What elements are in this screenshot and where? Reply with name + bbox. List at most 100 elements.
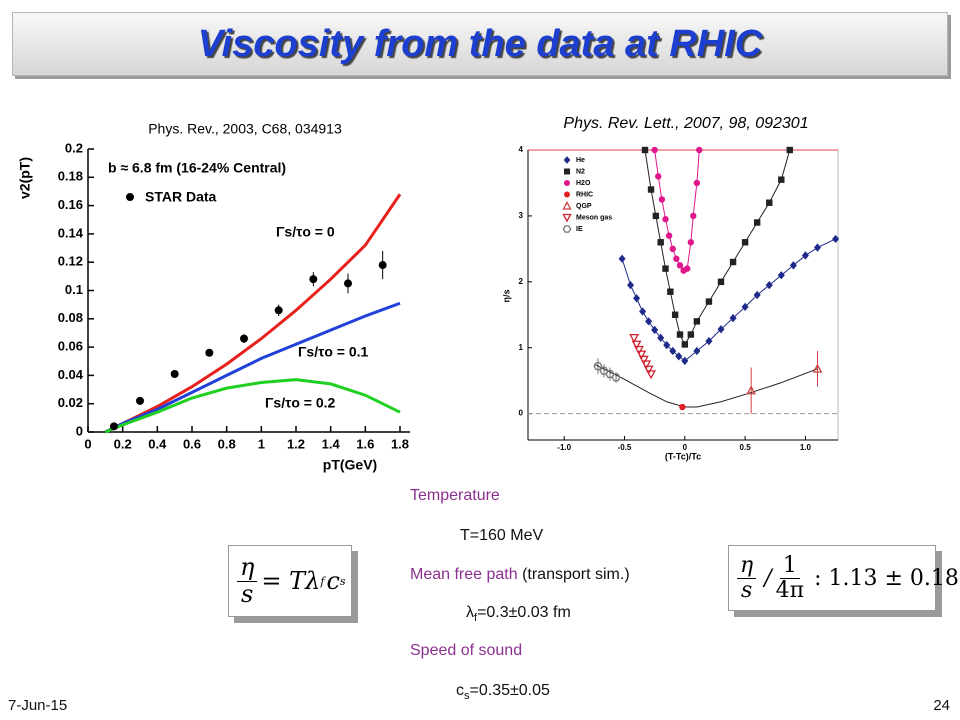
marker	[693, 318, 701, 325]
y-tick-label: 0.2	[65, 140, 83, 155]
marker	[378, 261, 387, 270]
y-tick-label: 0.14	[58, 225, 84, 240]
marker	[631, 340, 642, 350]
y-tick-label: 0.18	[58, 169, 83, 184]
marker	[684, 265, 691, 272]
marker	[729, 258, 737, 266]
y-tick-label: 0.16	[58, 197, 83, 212]
marker	[110, 422, 118, 431]
x-tick-label: 1.2	[287, 436, 305, 451]
series-line	[104, 378, 401, 434]
marker	[662, 216, 669, 223]
footer-date: 7-Jun-15	[8, 697, 68, 714]
marker	[563, 156, 571, 164]
x-tick-label: 0.2	[114, 436, 132, 451]
marker	[667, 288, 674, 295]
marker	[729, 313, 737, 323]
legend-label: H2O	[576, 180, 591, 187]
marker	[753, 219, 761, 226]
marker	[629, 333, 640, 344]
marker	[786, 146, 793, 154]
y-tick-label: 0.04	[58, 367, 84, 382]
marker	[789, 261, 797, 270]
marker	[717, 278, 725, 286]
x-axis-label: pT(GeV)	[323, 457, 377, 473]
rhs: = Tλ	[261, 567, 321, 595]
x-tick-label: 1.4	[322, 436, 341, 451]
marker	[753, 290, 761, 300]
x-tick-label: 1.6	[356, 436, 374, 451]
marker	[766, 199, 773, 206]
marker	[671, 311, 679, 318]
x-axis-label: (T-Tc)/Tc	[665, 451, 701, 461]
title-banner	[12, 12, 948, 76]
marker	[647, 186, 655, 193]
series-line	[594, 363, 818, 408]
marker	[651, 146, 658, 154]
marker	[717, 325, 725, 334]
marker	[645, 317, 653, 326]
temperature-label: Temperature	[410, 487, 500, 504]
marker	[633, 294, 641, 303]
series-line	[654, 149, 700, 272]
chart: 0 0.2 0.4 0.6 0.8 1 1.2 1.4 1.6 1.8 0 0.02 0.04 0.06 0…	[17, 121, 410, 473]
marker	[562, 213, 572, 223]
annotation: b ≈ 6.8 fm (16-24% Central)	[108, 160, 286, 176]
y-tick-label: 0	[76, 423, 83, 438]
marker	[662, 265, 669, 272]
marker	[696, 146, 703, 154]
marker	[274, 306, 283, 315]
plot-frame	[527, 149, 839, 441]
annotation: Γs/τo = 0.1	[298, 344, 369, 360]
denominator: s	[241, 579, 254, 608]
marker	[643, 365, 654, 375]
x-tick-label: 0	[683, 443, 688, 452]
y-tick-label: 0.1	[65, 282, 83, 297]
y-tick-label: 2	[519, 277, 524, 286]
legend-label: N2	[576, 168, 585, 175]
series-line	[104, 193, 402, 434]
page-number: 24	[933, 697, 950, 714]
marker	[655, 173, 662, 180]
marker	[741, 302, 749, 312]
marker	[634, 345, 644, 355]
slide-title: Viscosity from the data at RHIC	[197, 23, 763, 65]
marker	[746, 385, 757, 395]
sound-value: =0.35±0.05	[469, 682, 550, 699]
temperature-value: T=160 MeV	[460, 527, 544, 544]
mfp-value-line: λf=0.3±0.03 fm	[466, 604, 571, 624]
marker	[681, 356, 689, 366]
marker	[778, 176, 785, 183]
marker	[641, 146, 649, 154]
marker	[676, 262, 684, 269]
x-tick-label: 1.0	[800, 443, 812, 452]
rhs: : 1.13 ± 0.18	[814, 565, 959, 591]
denominator: 4π	[775, 577, 805, 603]
marker	[652, 212, 660, 220]
marker	[593, 362, 603, 371]
symbol: c	[326, 567, 340, 595]
legend-label: RHIC	[576, 191, 593, 198]
mfp-label: Mean free path	[410, 566, 518, 583]
y-tick-label: 3	[519, 211, 524, 220]
y-tick-label: 0.06	[58, 339, 83, 354]
marker	[651, 325, 659, 335]
marker	[693, 179, 701, 187]
marker	[675, 352, 683, 361]
mfp-value: =0.3±0.03 fm	[477, 604, 571, 621]
y-tick-label: 0.08	[58, 310, 83, 325]
fraction: 1 4π	[776, 554, 804, 601]
marker	[646, 370, 656, 380]
numerator: η	[237, 555, 258, 582]
sound-label: Speed of sound	[410, 642, 523, 659]
marker	[636, 350, 647, 360]
marker	[564, 191, 570, 198]
marker	[564, 180, 570, 186]
y-tick-label: 0	[519, 409, 524, 418]
marker	[679, 403, 686, 411]
x-tick-label: 0.6	[183, 436, 201, 451]
marker	[801, 251, 809, 260]
